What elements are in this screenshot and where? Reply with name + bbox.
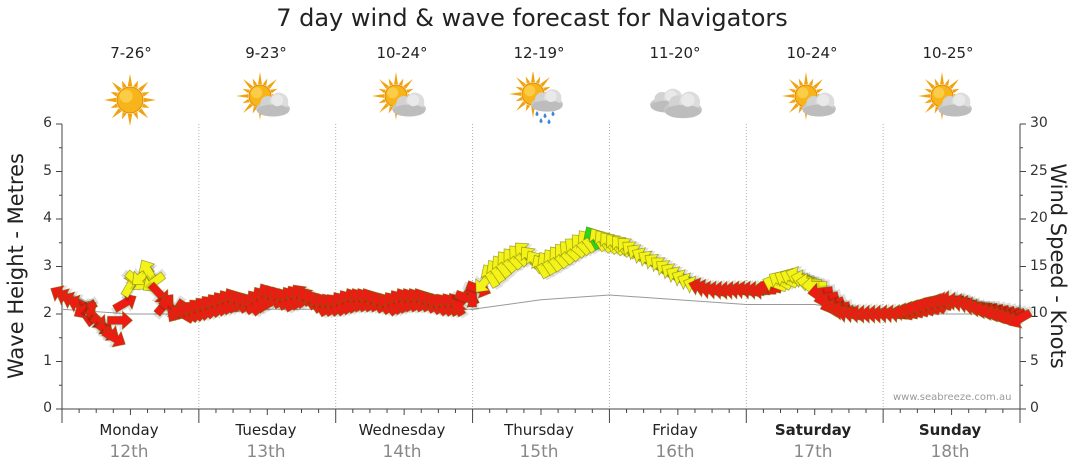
day-date: 15th [519,442,559,462]
day-date: 12th [109,442,149,462]
day-label-thursday: Thursday 15th [471,421,607,462]
temp-tuesday: 9-23° [245,44,287,62]
y-tick-left: 6 [43,115,52,131]
day-name: Sunday [918,421,982,439]
y-tick-right: 25 [1030,163,1048,179]
day-label-saturday: Saturday 17th [745,421,881,462]
y-tick-right: 20 [1030,210,1048,226]
wind-arrow [1008,306,1034,329]
sun-cloud-icon-svg [236,72,290,120]
sun-cloud-icon [782,72,842,128]
day-label-sunday: Sunday 18th [882,421,1018,462]
sun-cloud-icon [372,72,432,128]
temp-monday: 7-26° [110,44,152,62]
y-tick-left: 3 [43,258,52,274]
day-date: 17th [793,442,833,462]
day-label-monday: Monday 12th [61,421,197,462]
day-name: Thursday [504,421,574,439]
y-tick-right: 15 [1030,258,1048,274]
y-tick-left: 0 [43,400,52,416]
day-date: 18th [930,442,970,462]
y-tick-left: 2 [43,305,52,321]
day-name: Monday [99,421,159,439]
sun-icon [100,72,160,128]
day-label-tuesday: Tuesday 13th [198,421,334,462]
temp-friday: 11-20° [649,44,701,62]
sun-cloud-rain-icon-svg [509,72,563,124]
y-tick-right: 30 [1030,115,1048,131]
chart-title: 7 day wind & wave forecast for Navigator… [276,4,788,32]
wind-arrow [98,327,126,348]
temp-wednesday: 10-24° [376,44,428,62]
day-date: 13th [246,442,286,462]
y-tick-right: 10 [1030,305,1048,321]
day-name: Tuesday [235,421,297,439]
day-label-friday: Friday 16th [607,421,743,462]
day-name: Saturday [774,421,852,439]
y-tick-right: 0 [1030,400,1039,416]
temp-sunday: 10-25° [922,44,974,62]
sun-icon-svg [104,74,156,126]
y-tick-left: 1 [43,353,52,369]
day-name: Wednesday [358,421,446,439]
day-date: 14th [382,442,422,462]
day-name: Friday [652,421,698,439]
day-date: 16th [655,442,695,462]
wind-arrow [104,310,134,332]
temp-thursday: 12-19° [513,44,565,62]
y-tick-right: 5 [1030,353,1039,369]
credit-text: www.seabreeze.com.au [893,392,1012,403]
y-tick-left: 5 [43,163,52,179]
sun-cloud-icon-svg [372,72,426,120]
sun-cloud-icon [918,72,978,128]
sun-cloud-icon [236,72,296,128]
cloud-icon-svg [650,88,702,119]
cloud-icon [645,72,705,128]
temp-saturday: 10-24° [786,44,838,62]
sun-cloud-icon-svg [782,72,836,120]
sun-cloud-icon-svg [918,72,972,120]
sun-cloud-rain-icon [509,72,569,128]
y-tick-left: 4 [43,210,52,226]
y-axis-left-label: Wave Height - Metres [4,153,28,379]
day-label-wednesday: Wednesday 14th [334,421,470,462]
